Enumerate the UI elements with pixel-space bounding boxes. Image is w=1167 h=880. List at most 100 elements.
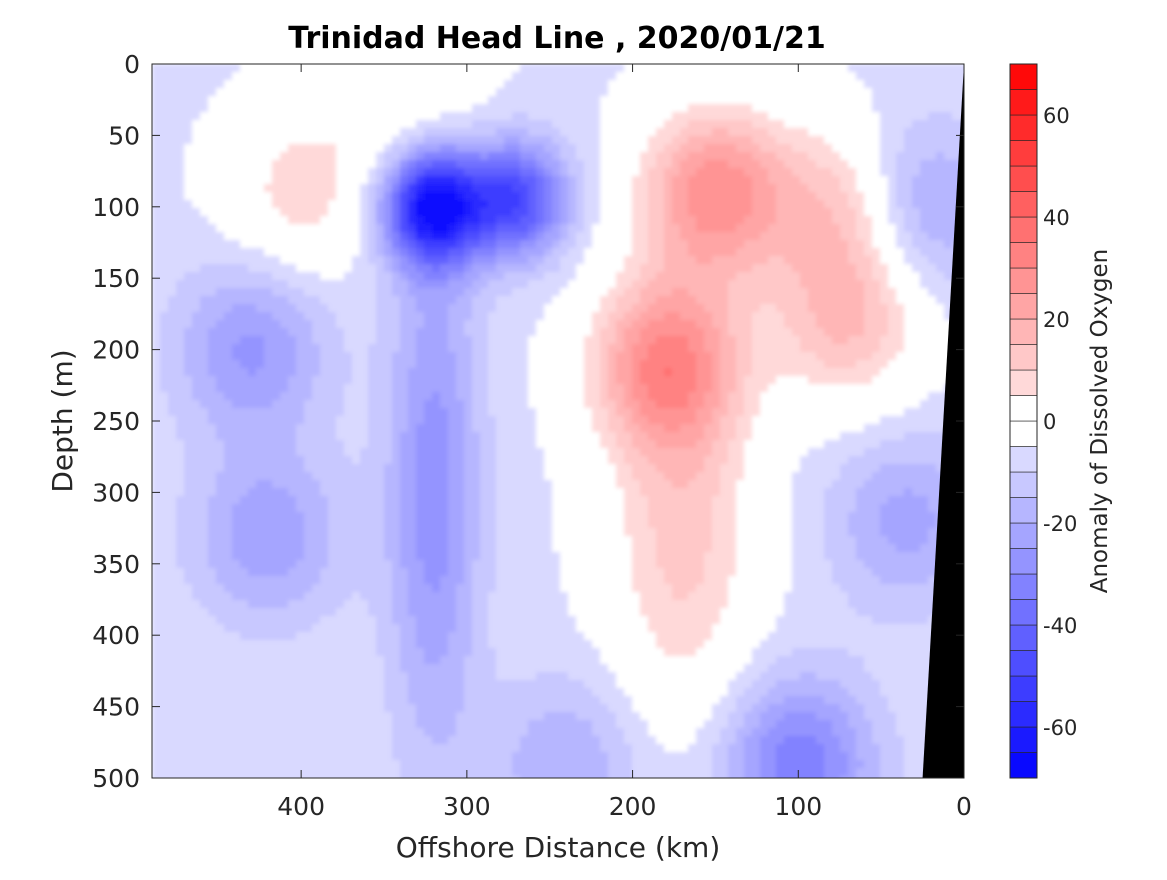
- heatmap-cell: [496, 456, 505, 465]
- heatmap-cell: [448, 352, 457, 361]
- heatmap-cell: [504, 200, 513, 209]
- heatmap-cell: [152, 400, 161, 409]
- heatmap-cell: [424, 296, 433, 305]
- heatmap-cell: [472, 248, 481, 257]
- heatmap-cell: [352, 440, 361, 449]
- heatmap-cell: [536, 312, 545, 321]
- heatmap-cell: [504, 88, 513, 97]
- heatmap-cell: [240, 552, 249, 561]
- heatmap-cell: [576, 688, 585, 697]
- heatmap-cell: [312, 640, 321, 649]
- heatmap-cell: [480, 360, 489, 369]
- heatmap-cell: [224, 264, 233, 273]
- heatmap-cell: [264, 184, 273, 193]
- heatmap-cell: [584, 456, 593, 465]
- heatmap-cell: [160, 552, 169, 561]
- heatmap-cell: [208, 360, 217, 369]
- heatmap-cell: [216, 600, 225, 609]
- heatmap-cell: [360, 664, 369, 673]
- heatmap-cell: [240, 240, 249, 249]
- heatmap-cell: [408, 728, 417, 737]
- heatmap-cell: [328, 192, 337, 201]
- heatmap-cell: [504, 96, 513, 105]
- heatmap-cell: [576, 744, 585, 753]
- heatmap-cell: [336, 440, 345, 449]
- heatmap-cell: [400, 456, 409, 465]
- heatmap-cell: [376, 424, 385, 433]
- heatmap-cell: [176, 448, 185, 457]
- heatmap-cell: [584, 520, 593, 529]
- heatmap-cell: [584, 360, 593, 369]
- heatmap-cell: [440, 472, 449, 481]
- heatmap-cell: [400, 536, 409, 545]
- heatmap-cell: [504, 64, 513, 73]
- heatmap-cell: [368, 192, 377, 201]
- heatmap-cell: [208, 664, 217, 673]
- heatmap-cell: [392, 88, 401, 97]
- heatmap-cell: [232, 584, 241, 593]
- heatmap-cell: [376, 240, 385, 249]
- heatmap-cell: [256, 688, 265, 697]
- heatmap-cell: [432, 496, 441, 505]
- heatmap-cell: [536, 416, 545, 425]
- heatmap-cell: [368, 328, 377, 337]
- heatmap-cell: [328, 312, 337, 321]
- heatmap-cell: [296, 96, 305, 105]
- heatmap-cell: [248, 608, 257, 617]
- heatmap-cell: [288, 280, 297, 289]
- heatmap-cell: [192, 208, 201, 217]
- heatmap-cell: [240, 672, 249, 681]
- heatmap-cell: [432, 536, 441, 545]
- heatmap-cell: [512, 592, 521, 601]
- heatmap-cell: [576, 96, 585, 105]
- heatmap-cell: [232, 632, 241, 641]
- heatmap-cell: [488, 304, 497, 313]
- heatmap-cell: [304, 232, 313, 241]
- heatmap-cell: [408, 464, 417, 473]
- heatmap-cell: [248, 704, 257, 713]
- heatmap-cell: [296, 736, 305, 745]
- heatmap-cell: [528, 696, 537, 705]
- heatmap-cell: [264, 104, 273, 113]
- heatmap-cell: [160, 464, 169, 473]
- heatmap-cell: [424, 448, 433, 457]
- heatmap-cell: [568, 280, 577, 289]
- heatmap-cell: [560, 392, 569, 401]
- heatmap-cell: [480, 472, 489, 481]
- heatmap-cell: [312, 128, 321, 137]
- heatmap-cell: [248, 680, 257, 689]
- heatmap-cell: [456, 600, 465, 609]
- heatmap-cell: [160, 776, 169, 778]
- heatmap-cell: [472, 352, 481, 361]
- heatmap-cell: [296, 632, 305, 641]
- heatmap-cell: [320, 176, 329, 185]
- heatmap-cell: [392, 288, 401, 297]
- heatmap-cell: [440, 704, 449, 713]
- heatmap-cell: [248, 64, 257, 73]
- heatmap-cell: [400, 720, 409, 729]
- heatmap-cell: [408, 224, 417, 233]
- heatmap-cell: [456, 296, 465, 305]
- heatmap-cell: [320, 456, 329, 465]
- heatmap-cell: [560, 496, 569, 505]
- heatmap-cell: [584, 136, 593, 145]
- heatmap-cell: [472, 408, 481, 417]
- heatmap-cell: [336, 336, 345, 345]
- heatmap-cell: [384, 440, 393, 449]
- heatmap-cell: [424, 400, 433, 409]
- heatmap-cell: [520, 736, 529, 745]
- heatmap-cell: [320, 296, 329, 305]
- heatmap-cell: [456, 272, 465, 281]
- heatmap-cell: [416, 272, 425, 281]
- heatmap-cell: [496, 760, 505, 769]
- heatmap-cell: [472, 456, 481, 465]
- heatmap-cell: [488, 416, 497, 425]
- heatmap-cell: [528, 248, 537, 257]
- heatmap-cell: [264, 464, 273, 473]
- heatmap-cell: [488, 664, 497, 673]
- heatmap-cell: [176, 384, 185, 393]
- heatmap-cell: [200, 240, 209, 249]
- heatmap-cell: [400, 304, 409, 313]
- heatmap-cell: [504, 416, 513, 425]
- heatmap-cell: [320, 224, 329, 233]
